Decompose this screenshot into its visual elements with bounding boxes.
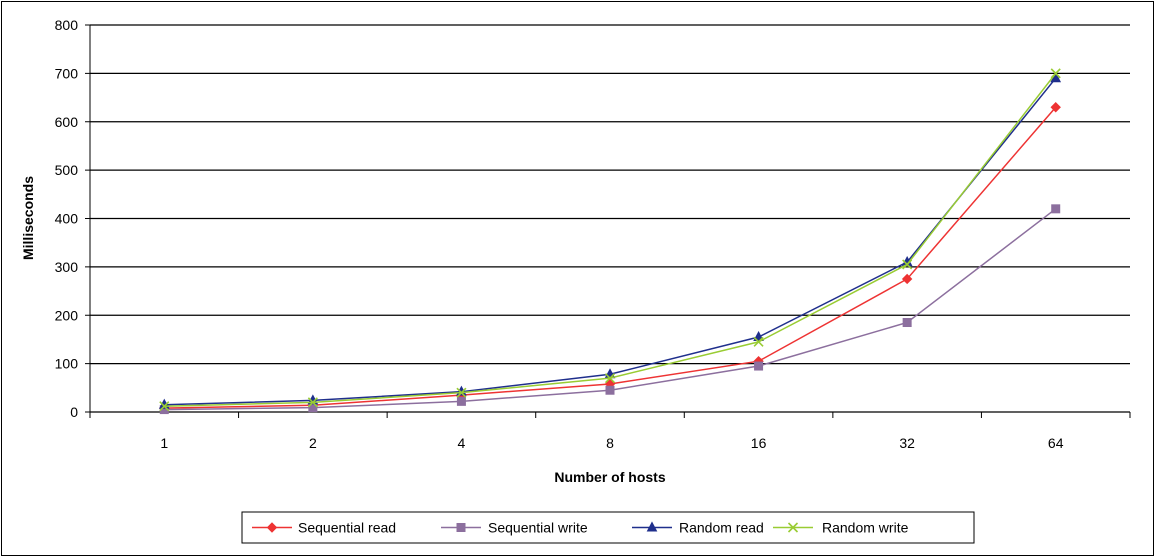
data-point xyxy=(456,396,466,406)
legend-label: Sequential read xyxy=(298,520,396,536)
data-point xyxy=(159,401,170,412)
x-tick-label: 8 xyxy=(606,435,614,451)
legend-label: Sequential write xyxy=(488,520,588,536)
y-tick-label: 0 xyxy=(70,404,78,420)
legend-box xyxy=(241,511,975,544)
legend: Sequential read Sequential write Random re… xyxy=(241,511,975,544)
y-tick-label: 200 xyxy=(55,307,79,323)
y-tick-label: 400 xyxy=(55,211,79,227)
data-point xyxy=(753,330,764,342)
x-tick-label: 32 xyxy=(899,435,915,451)
y-tick-label: 100 xyxy=(55,356,79,372)
y-tick-label: 700 xyxy=(55,65,79,81)
data-point xyxy=(901,273,913,285)
data-point xyxy=(902,318,912,328)
data-point xyxy=(753,336,764,347)
y-tick-label: 500 xyxy=(55,162,79,178)
data-point xyxy=(605,385,615,395)
data-point xyxy=(902,259,913,270)
legend-marker xyxy=(456,523,466,532)
data-point xyxy=(1050,68,1061,79)
x-tick-label: 1 xyxy=(160,435,168,451)
legend-marker xyxy=(646,521,658,532)
x-tick-label: 64 xyxy=(1048,435,1064,451)
y-tick-label: 300 xyxy=(55,259,79,275)
axes: 0 100 200 300 400 500 600 700 800 1 2 4 8 16 32 64 xyxy=(55,17,1131,451)
legend-label: Random write xyxy=(822,520,909,536)
gridlines xyxy=(90,24,1130,413)
x-axis-title: Number of hosts xyxy=(554,469,665,485)
legend-marker xyxy=(787,522,799,533)
x-tick-label: 16 xyxy=(751,435,767,451)
y-tick-label: 800 xyxy=(55,17,79,33)
x-tick-label: 2 xyxy=(309,435,317,451)
data-point xyxy=(456,387,467,398)
data-point xyxy=(1051,204,1061,214)
data-point xyxy=(1050,102,1061,113)
legend-marker xyxy=(266,522,278,533)
y-tick-label: 600 xyxy=(55,114,79,130)
series-lines xyxy=(158,68,1062,415)
x-tick-label: 4 xyxy=(458,435,466,451)
data-point xyxy=(307,397,318,408)
data-point xyxy=(754,361,764,371)
legend-label: Random read xyxy=(679,520,764,536)
data-point xyxy=(604,373,616,384)
y-axis-title: Milliseconds xyxy=(20,176,36,260)
